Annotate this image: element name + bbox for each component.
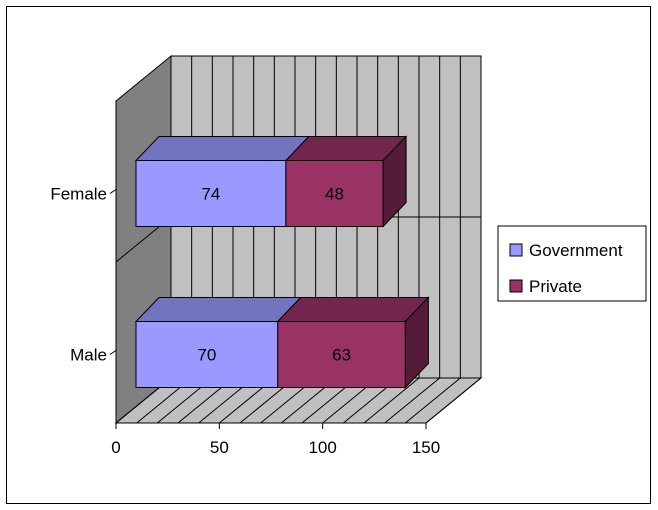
y-tick-label: Female [50,185,107,204]
data-label: 63 [332,346,351,365]
chart: 74 48 70 63 Female Male 0 50 100 150 Government P… [6,6,651,504]
legend: Government Private [497,225,647,302]
bar-government-female [135,160,287,227]
x-tick-label: 0 [111,438,120,457]
y-tick [109,350,117,355]
gridline-floor [425,377,482,424]
data-label: 70 [197,346,216,365]
x-tick-label: 100 [308,438,336,457]
data-label: 74 [201,185,220,204]
bar-top-government-female [134,136,311,161]
gridline-floor [405,377,461,424]
bar-side-private-female [382,135,407,228]
chart-frame: 74 48 70 63 Female Male 0 50 100 150 Government P… [6,6,651,504]
bar-top-government-male [134,297,302,322]
data-labels: 74 48 70 63 [197,185,351,365]
axes: Female Male 0 50 100 150 [50,185,440,458]
bar-private-male [277,321,406,388]
bar-side-private-male [404,296,429,389]
x-tick-label: 150 [412,438,440,457]
gridline-floor [384,377,440,424]
bar-private-female [285,160,384,227]
y-tick-label: Male [70,346,107,365]
bar-top-private-male [276,297,430,322]
legend-label-government: Government [529,241,623,260]
bars [134,135,430,389]
gridline-floor [363,377,420,424]
legend-swatch-government [509,243,523,257]
x-tick-label: 50 [210,438,229,457]
y-tick [109,189,117,194]
legend-box [497,225,647,302]
data-label: 48 [325,185,344,204]
legend-swatch-private [509,279,523,293]
legend-label-private: Private [529,277,582,296]
